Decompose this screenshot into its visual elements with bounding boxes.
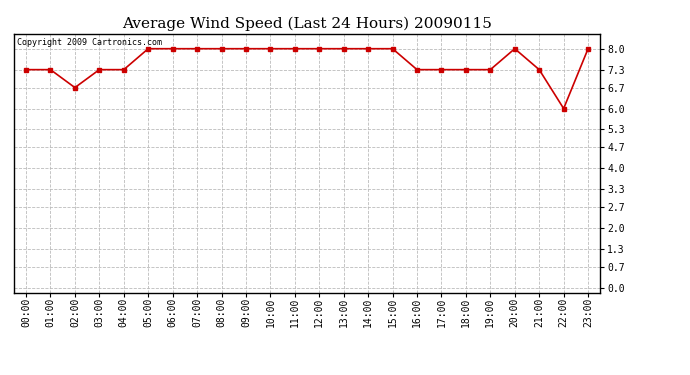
Title: Average Wind Speed (Last 24 Hours) 20090115: Average Wind Speed (Last 24 Hours) 20090… — [122, 17, 492, 31]
Text: Copyright 2009 Cartronics.com: Copyright 2009 Cartronics.com — [17, 38, 161, 46]
